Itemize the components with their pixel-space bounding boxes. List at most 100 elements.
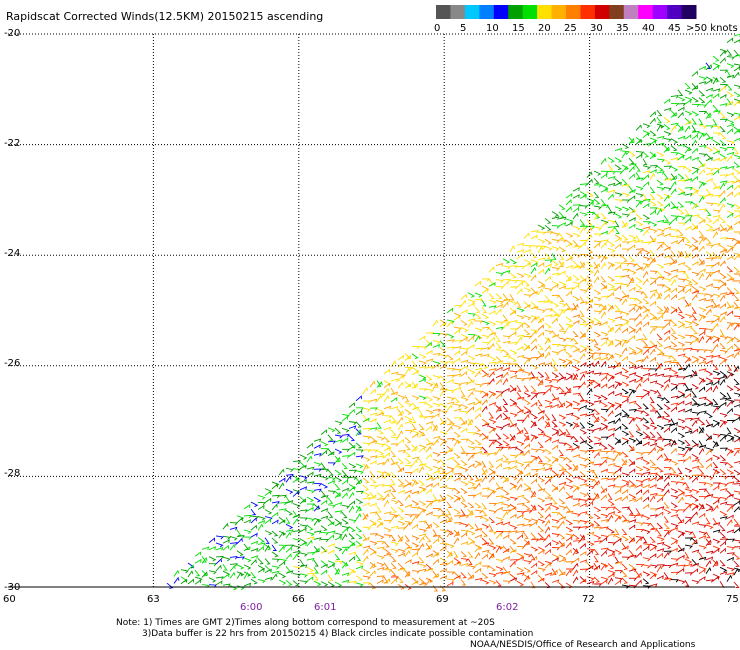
wind-barb bbox=[572, 562, 579, 570]
wind-barb bbox=[453, 408, 462, 412]
wind-barb bbox=[642, 198, 651, 203]
wind-barb bbox=[355, 542, 363, 549]
wind-barb bbox=[635, 472, 644, 477]
wind-barb bbox=[677, 313, 685, 320]
wind-barb bbox=[635, 537, 642, 544]
wind-barb bbox=[362, 449, 371, 453]
wind-barb bbox=[705, 112, 712, 120]
wind-barb bbox=[712, 214, 721, 219]
wind-barb bbox=[425, 553, 433, 558]
wind-barb bbox=[586, 320, 594, 326]
wind-barb bbox=[334, 501, 343, 506]
wind-barb bbox=[376, 436, 385, 441]
wind-barb bbox=[565, 448, 574, 452]
wind-barb bbox=[719, 103, 728, 107]
wind-barb bbox=[621, 440, 629, 446]
wind-barb bbox=[593, 184, 602, 188]
wind-barb bbox=[642, 298, 650, 305]
wind-barb bbox=[698, 552, 704, 559]
wind-barb bbox=[278, 572, 287, 579]
wind-barb bbox=[425, 501, 432, 509]
wind-barb bbox=[558, 285, 567, 290]
wind-barb bbox=[600, 304, 607, 312]
wind-barb bbox=[474, 474, 480, 482]
wind-barb bbox=[299, 559, 305, 567]
wind-barb bbox=[481, 572, 489, 579]
wind-barb bbox=[565, 569, 572, 577]
wind-barb bbox=[313, 438, 322, 443]
wind-barb bbox=[558, 232, 565, 239]
wind-barb bbox=[684, 186, 693, 191]
wind-barb bbox=[264, 544, 271, 552]
wind-barb bbox=[572, 260, 580, 267]
wind-barb bbox=[390, 371, 399, 376]
wind-barb bbox=[726, 427, 732, 434]
wind-barb bbox=[516, 314, 525, 320]
wind-barb bbox=[705, 463, 712, 470]
wind-barb bbox=[404, 481, 412, 487]
wind-barb bbox=[663, 578, 672, 582]
wind-barb bbox=[684, 374, 693, 379]
wind-barb bbox=[383, 534, 392, 538]
wind-barb bbox=[656, 352, 665, 357]
wind-barb bbox=[600, 239, 609, 243]
wind-barb bbox=[579, 373, 586, 381]
wind-barb bbox=[579, 323, 588, 327]
wind-barb bbox=[649, 522, 656, 529]
wind-barb bbox=[621, 143, 630, 150]
wind-barb bbox=[453, 328, 461, 335]
wind-barb bbox=[551, 330, 558, 337]
wind-barb bbox=[264, 576, 273, 581]
wind-barb bbox=[642, 174, 649, 181]
wind-barb bbox=[411, 416, 417, 424]
wind-barb bbox=[663, 438, 672, 443]
wind-barb bbox=[439, 388, 448, 393]
wind-barb bbox=[432, 534, 441, 539]
wind-barb bbox=[243, 571, 252, 577]
wind-barb bbox=[467, 540, 475, 546]
wind-barb bbox=[418, 508, 425, 516]
wind-barb bbox=[670, 157, 679, 161]
wind-barb bbox=[642, 165, 651, 170]
wind-barb bbox=[628, 216, 636, 222]
wind-barb bbox=[369, 449, 378, 453]
wind-barb bbox=[733, 483, 740, 487]
wind-barb bbox=[558, 554, 567, 560]
wind-barb bbox=[628, 498, 637, 503]
wind-barb bbox=[642, 226, 651, 230]
wind-barb bbox=[488, 579, 497, 585]
wind-barb bbox=[719, 540, 727, 547]
wind-barb bbox=[481, 446, 488, 453]
wind-barb bbox=[663, 107, 672, 112]
wind-barb bbox=[341, 413, 350, 418]
wind-barb bbox=[656, 186, 665, 191]
wind-barb bbox=[712, 322, 719, 330]
wind-barb bbox=[481, 405, 488, 413]
wind-barb bbox=[383, 458, 390, 465]
wind-barb bbox=[341, 561, 348, 569]
wind-barb bbox=[544, 308, 553, 312]
wind-barb bbox=[180, 578, 188, 585]
wind-barb bbox=[621, 221, 628, 229]
wind-barb bbox=[411, 459, 418, 466]
wind-barb bbox=[705, 482, 714, 488]
wind-barb bbox=[523, 427, 529, 434]
wind-barb bbox=[593, 276, 600, 284]
wind-barb bbox=[488, 476, 495, 483]
wind-barb bbox=[593, 310, 602, 315]
wind-barb bbox=[593, 263, 600, 270]
wind-barb bbox=[558, 582, 566, 589]
wind-barb bbox=[334, 427, 342, 434]
wind-barb bbox=[635, 365, 644, 370]
wind-barb bbox=[670, 527, 679, 532]
wind-barb bbox=[712, 521, 721, 526]
wind-barb bbox=[635, 465, 644, 472]
wind-barb bbox=[390, 360, 397, 368]
wind-barb bbox=[677, 341, 686, 347]
wind-barb bbox=[684, 334, 693, 339]
wind-barb bbox=[635, 313, 642, 320]
wind-barb bbox=[719, 189, 726, 197]
wind-barb bbox=[586, 370, 595, 375]
wind-barb bbox=[362, 526, 371, 531]
wind-barb bbox=[404, 471, 413, 476]
